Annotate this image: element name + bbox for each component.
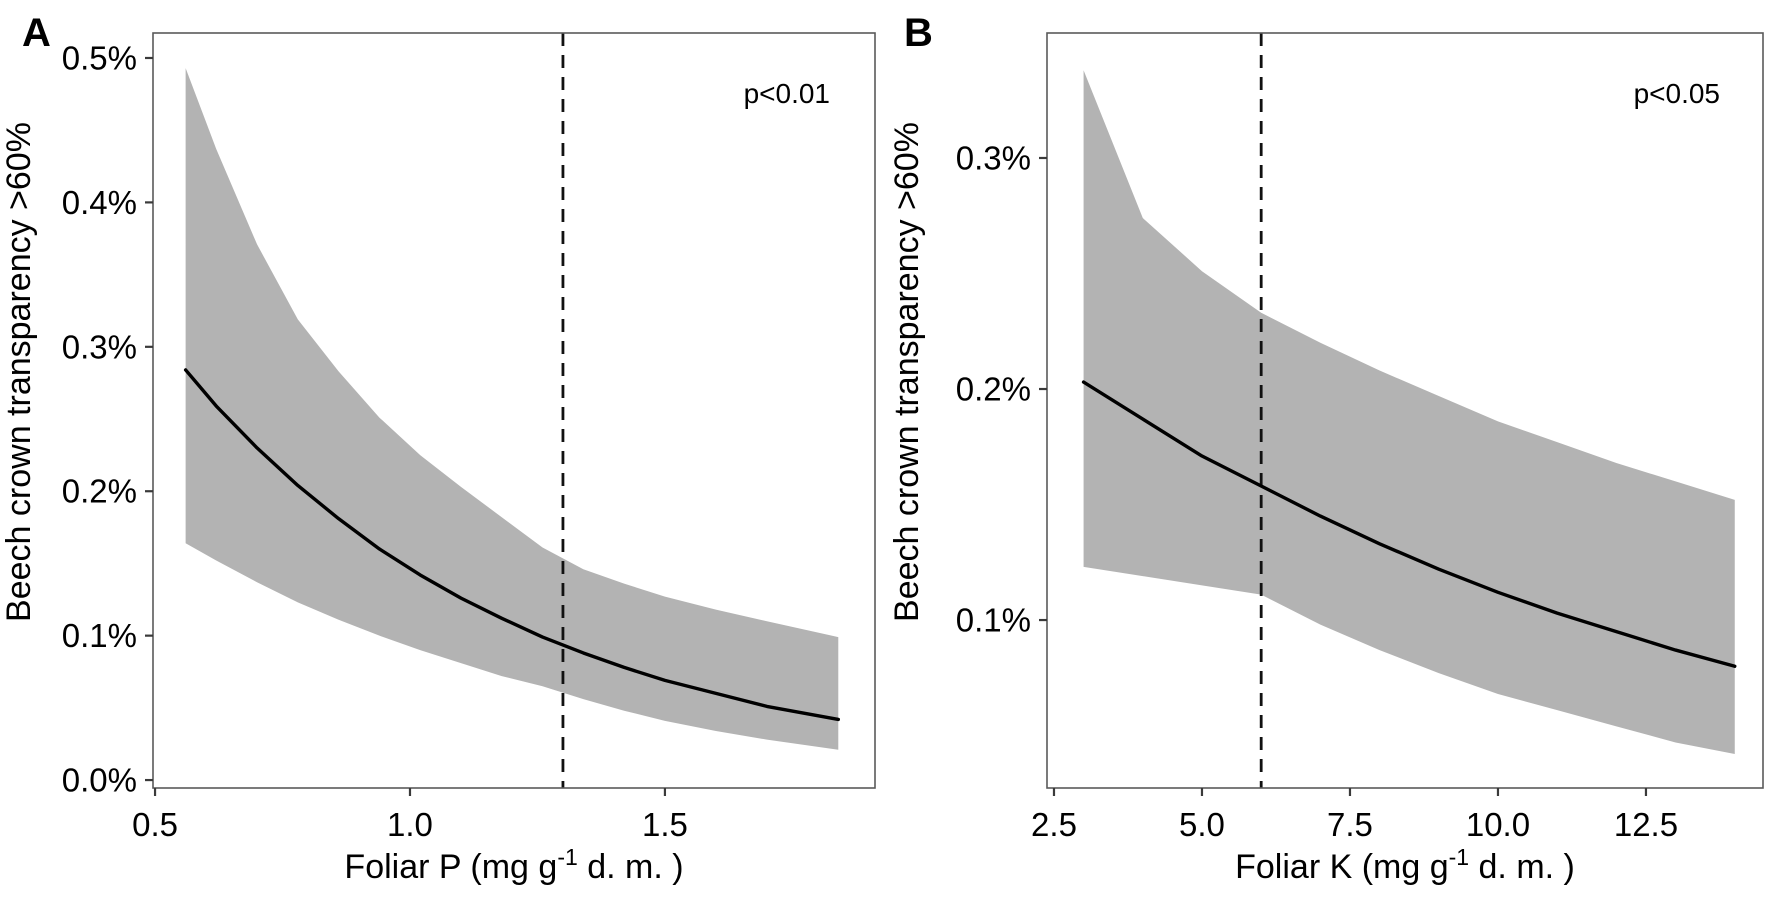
x-axis-title-tail: d. m. ) [1469, 848, 1575, 886]
confidence-ribbon [185, 68, 839, 750]
x-tick-label: 1.5 [642, 806, 688, 843]
x-tick-label: 12.5 [1614, 806, 1678, 843]
panel-label-B: B [904, 11, 933, 55]
x-axis-title-superscript: -1 [1449, 844, 1469, 870]
y-tick-label: 0.5% [62, 39, 137, 76]
x-tick-label: 5.0 [1179, 806, 1225, 843]
panel-border [1046, 32, 1764, 789]
x-axis-title-main: Foliar K (mg g [1235, 848, 1449, 886]
x-axis-title: Foliar P (mg g-1 d. m. ) [344, 844, 683, 886]
panel-label-A: A [22, 11, 51, 55]
y-tick-label: 0.1% [62, 617, 137, 654]
mean-response-line [183, 368, 840, 722]
x-tick-label: 7.5 [1327, 806, 1373, 843]
mean-response-line [1081, 380, 1737, 668]
panel-A: 0.0%0.1%0.2%0.3%0.4%0.5%0.5 1.0 1.5Foliar … [0, 11, 876, 886]
y-tick-label: 0.4% [62, 184, 137, 221]
p-value-annotation: p<0.01 [744, 78, 830, 109]
x-axis-title: Foliar K (mg g-1 d. m. ) [1235, 844, 1575, 886]
y-tick-label: 0.2% [956, 371, 1031, 408]
p-value-annotation: p<0.05 [1634, 78, 1720, 109]
panel-border [152, 32, 876, 789]
x-tick-label: 1.0 [387, 806, 433, 843]
y-tick-label: 0.1% [956, 602, 1031, 639]
x-tick-label: 0.5 [132, 806, 178, 843]
y-tick-label: 0.0% [62, 762, 137, 799]
x-axis-title-superscript: -1 [557, 844, 577, 870]
x-axis-title-tail: d. m. ) [578, 848, 684, 886]
x-axis-title-main: Foliar P (mg g [344, 848, 557, 886]
x-tick-label: 2.5 [1031, 806, 1077, 843]
y-tick-label: 0.3% [956, 139, 1031, 176]
y-tick-label: 0.3% [62, 328, 137, 365]
y-axis-title: Beech crown transparency >60% [0, 122, 38, 622]
x-tick-label: 10.0 [1466, 806, 1530, 843]
confidence-ribbon [1083, 70, 1735, 755]
panel-B: 0.1% 0.2% 0.3% 2.5 5.0 7.5 10.0 12.5 Foliar K (m… [888, 11, 1764, 886]
y-axis-title: Beech crown transparency >60% [888, 122, 926, 622]
y-tick-label: 0.2% [62, 473, 137, 510]
